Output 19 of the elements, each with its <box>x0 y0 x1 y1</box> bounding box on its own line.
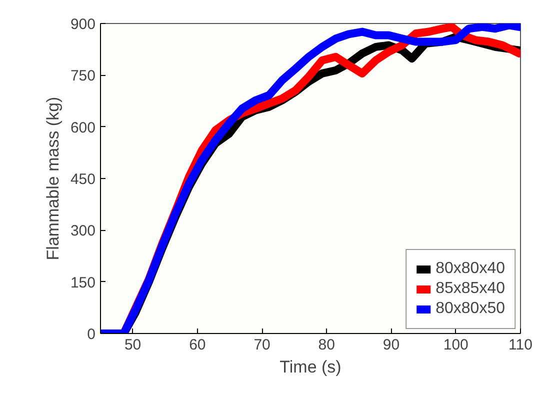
legend-label: 85x85x40 <box>436 280 505 298</box>
x-tick-label: 70 <box>254 336 270 354</box>
legend-label: 80x80x50 <box>436 300 505 318</box>
x-tick-label: 90 <box>382 336 400 354</box>
y-tick-label: 900 <box>70 16 96 33</box>
x-tick-label: 80 <box>318 336 335 354</box>
y-tick-label: 300 <box>70 222 96 240</box>
y-tick-label: 0 <box>87 326 96 343</box>
legend-label: 80x80x40 <box>436 260 505 278</box>
y-tick-label: 600 <box>70 119 96 136</box>
x-tick-label: 100 <box>443 336 468 354</box>
x-tick-label: 60 <box>189 336 206 354</box>
x-tick-label: 110 <box>508 336 532 354</box>
y-tick-label: 750 <box>70 68 96 85</box>
x-tick-label: 50 <box>124 336 142 354</box>
y-tick-label: 150 <box>70 274 96 292</box>
y-tick-label: 450 <box>70 171 96 188</box>
y-axis-title: Flammable mass (kg) <box>43 96 62 260</box>
x-axis-title: Time (s) <box>280 358 342 376</box>
